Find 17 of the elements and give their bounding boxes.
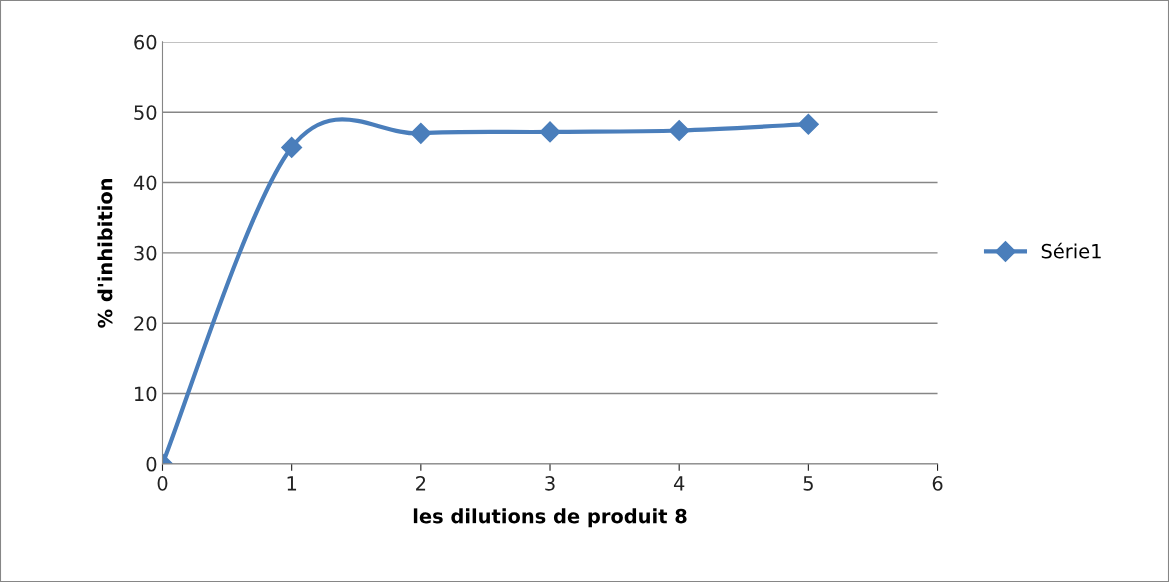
x-tick-label: 3	[545, 476, 555, 491]
x-axis-title: les dilutions de produit 8	[413, 508, 687, 528]
y-tick-label: 60	[134, 34, 157, 50]
x-tick-label: 5	[803, 476, 813, 491]
x-tick-label: 0	[157, 476, 168, 491]
y-tick-label: 30	[134, 245, 157, 261]
x-tick-label: 4	[673, 476, 685, 491]
x-tick-label: 6	[932, 476, 943, 491]
x-tick-label: 2	[416, 476, 426, 491]
y-axis-title: % d'inhibition	[97, 178, 113, 328]
legend-label: Série1	[1041, 242, 1101, 259]
y-tick-label: 50	[134, 105, 157, 120]
y-tick-label: 40	[133, 175, 157, 191]
y-tick-label: 10	[135, 386, 157, 402]
y-tick-label: 20	[134, 316, 157, 331]
y-tick-label: 0	[146, 456, 157, 472]
x-tick-label: 1	[287, 476, 297, 491]
